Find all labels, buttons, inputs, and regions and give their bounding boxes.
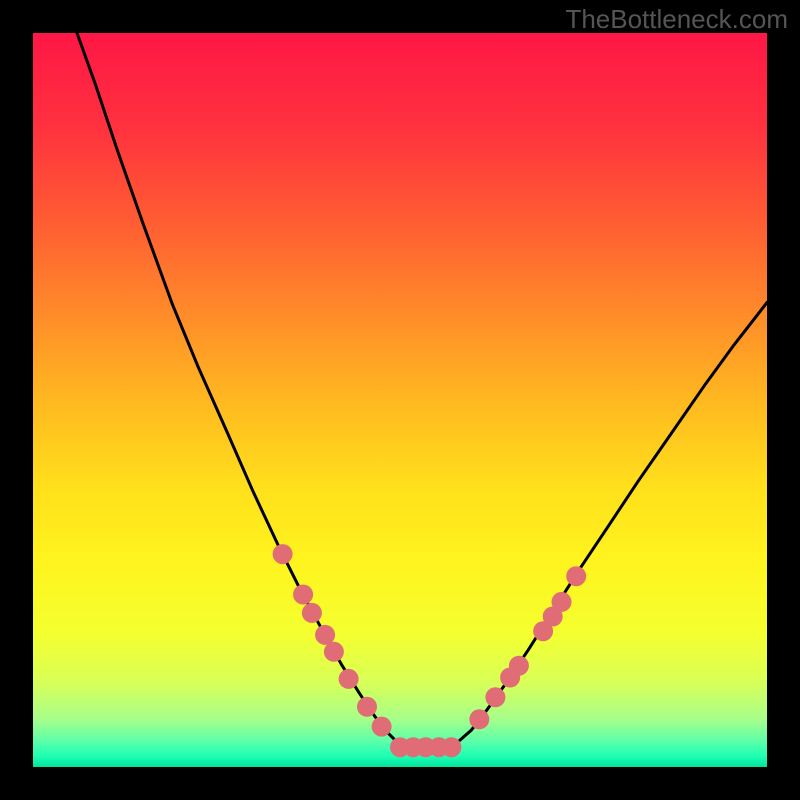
plot-area xyxy=(33,33,767,767)
chart-root: TheBottleneck.com xyxy=(0,0,800,800)
marker-left-6 xyxy=(357,697,377,717)
marker-bottom-4 xyxy=(441,737,461,757)
marker-left-0 xyxy=(273,544,293,564)
marker-right-3 xyxy=(509,656,529,676)
marker-right-0 xyxy=(469,709,489,729)
marker-left-5 xyxy=(339,669,359,689)
chart-svg xyxy=(0,0,800,800)
marker-left-7 xyxy=(372,717,392,737)
marker-left-3 xyxy=(315,625,335,645)
marker-right-7 xyxy=(566,566,586,586)
marker-right-1 xyxy=(485,687,505,707)
marker-right-6 xyxy=(552,592,572,612)
marker-left-2 xyxy=(302,603,322,623)
marker-left-1 xyxy=(293,585,313,605)
watermark-text: TheBottleneck.com xyxy=(565,4,788,35)
marker-left-4 xyxy=(324,642,344,662)
